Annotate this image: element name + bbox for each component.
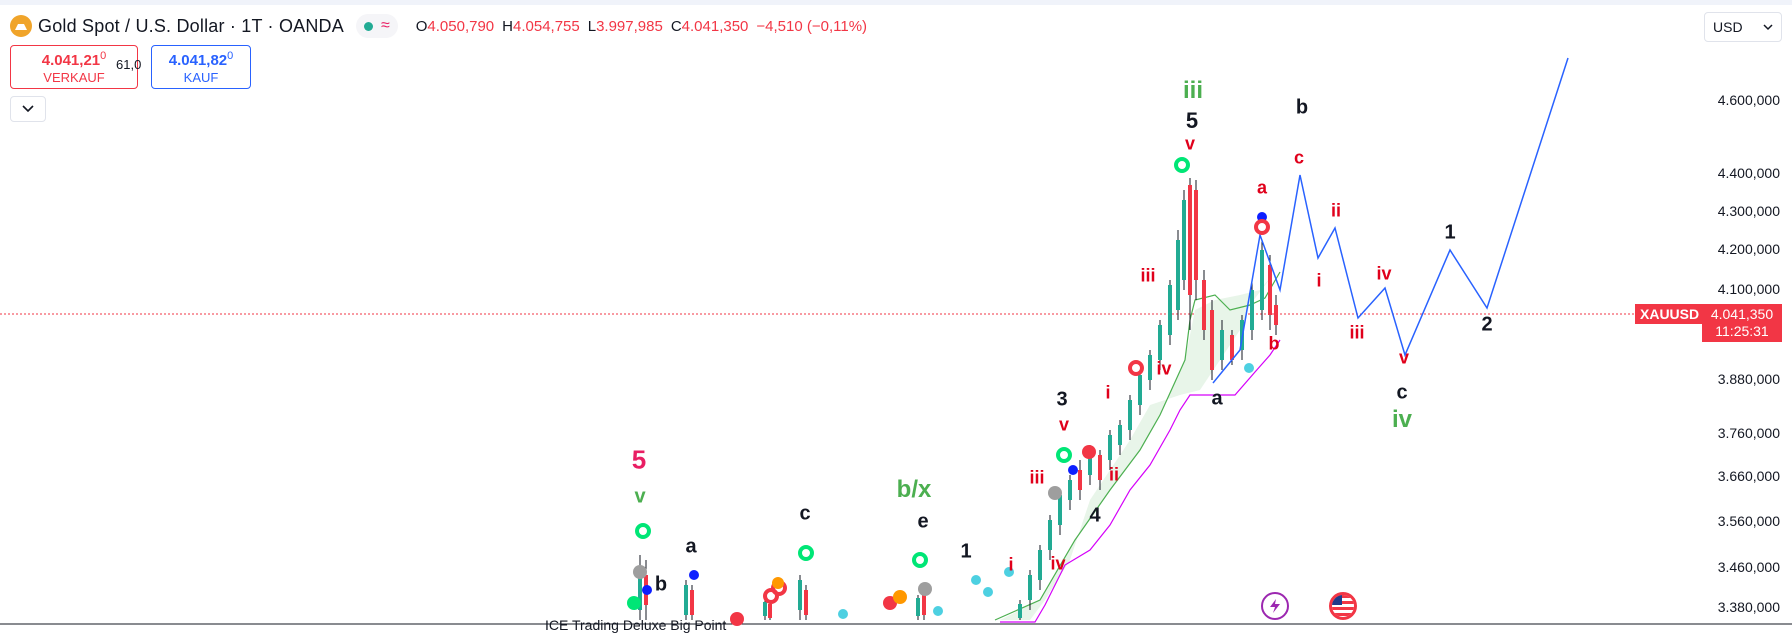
- buy-price-small: 0: [227, 50, 234, 62]
- buy-label: KAUF: [183, 70, 219, 85]
- wave-label: iii: [1029, 467, 1045, 488]
- collapse-legend-button[interactable]: [10, 96, 46, 122]
- cloud-lower-line: [1000, 339, 1281, 623]
- price-axis-label: 3.880,000: [1717, 371, 1780, 387]
- indicator-name[interactable]: ICE Trading Deluxe Big Point: [545, 617, 727, 633]
- wave-label: iv: [1050, 553, 1066, 574]
- wave-label: c: [799, 502, 811, 525]
- ohlc-open-value: 4.050,790: [427, 17, 495, 35]
- wave-label: iv: [1391, 406, 1413, 433]
- gold-symbol-icon: [10, 15, 32, 37]
- candle-group-a: [638, 555, 926, 620]
- wave-label: iii: [1182, 77, 1204, 104]
- price-axis-label: 3.760,000: [1717, 425, 1780, 441]
- chevron-down-icon: [1763, 23, 1773, 30]
- wave-label: v: [1058, 414, 1070, 435]
- wave-label: b: [1268, 333, 1280, 354]
- lightning-icon[interactable]: [1261, 592, 1289, 620]
- price-axis-label: 3.380,000: [1717, 599, 1780, 615]
- current-price-badge: 4.041,350 11:25:31: [1702, 304, 1782, 342]
- currency-select[interactable]: USD: [1704, 12, 1782, 42]
- wave-label: e: [917, 510, 929, 533]
- price-axis-label: 4.200,000: [1717, 241, 1780, 257]
- price-axis-label: 4.600,000: [1717, 92, 1780, 108]
- market-open-icon: [363, 21, 373, 31]
- wave-label: a: [1211, 387, 1223, 410]
- ohlc-open-key: O: [415, 17, 428, 35]
- wave-label: b: [1295, 96, 1309, 119]
- ohlc-close-value: 4.041,350: [681, 17, 749, 35]
- ohlc-values: O4.050,790 H4.054,755 L3.997,985 C4.041,…: [416, 18, 867, 35]
- wave-label: v: [634, 485, 646, 508]
- wave-label: ii: [1108, 464, 1120, 485]
- price-axis-label: 3.560,000: [1717, 513, 1780, 529]
- wave-label: 3: [1056, 388, 1068, 411]
- symbol-title[interactable]: Gold Spot / U.S. Dollar · 1T · OANDA: [38, 15, 344, 36]
- price-axis-label: 4.300,000: [1717, 203, 1780, 219]
- sell-price: 4.041,21: [41, 52, 101, 69]
- sell-button[interactable]: 4.041,210 VERKAUF: [10, 45, 138, 89]
- wave-label: a: [685, 535, 697, 558]
- price-axis-label: 4.400,000: [1717, 165, 1780, 181]
- wave-label: v: [1184, 133, 1196, 154]
- wave-label: 2: [1481, 313, 1493, 336]
- wave-label: iv: [1376, 263, 1392, 284]
- ohlc-high-value: 4.054,755: [513, 17, 580, 35]
- wave-label: b: [654, 573, 668, 596]
- price-axis-label: 3.460,000: [1717, 559, 1780, 575]
- sell-label: VERKAUF: [43, 70, 105, 85]
- ohlc-low-key: L: [587, 17, 597, 35]
- wave-label: iii: [1349, 322, 1365, 343]
- buy-button[interactable]: 4.041,820 KAUF: [151, 45, 251, 89]
- wave-label: 5: [1185, 108, 1199, 133]
- status-pill[interactable]: ≈: [355, 14, 398, 38]
- current-price: 4.041,350: [1710, 306, 1774, 322]
- wave-label: b/x: [896, 476, 932, 503]
- wave-label: i: [1316, 270, 1322, 291]
- wave-projection-line: [1212, 57, 1569, 384]
- bar-countdown: 11:25:31: [1715, 323, 1769, 339]
- wave-label: 5: [631, 444, 647, 475]
- wave-label: iii: [1140, 265, 1156, 286]
- wave-label: i: [1105, 382, 1111, 403]
- wave-label: iv: [1156, 358, 1172, 379]
- wave-label: a: [1256, 177, 1268, 198]
- cloud-fill: [1000, 272, 1275, 620]
- spread-value: 61,0: [116, 57, 142, 72]
- wave-label: 1: [1444, 221, 1456, 244]
- buy-price: 4.041,82: [168, 52, 228, 69]
- wave-label: ii: [1330, 200, 1342, 221]
- chevron-down-icon: [22, 105, 34, 113]
- current-symbol-badge: XAUUSD: [1635, 304, 1705, 324]
- wave-label: c: [1293, 147, 1305, 168]
- ohlc-close-key: C: [670, 17, 682, 35]
- candle-group-b: [1018, 178, 1278, 620]
- cloud-upper-line: [994, 271, 1281, 621]
- price-axis-label: 4.100,000: [1717, 281, 1780, 297]
- us-flag-icon[interactable]: [1329, 592, 1357, 620]
- wave-label: c: [1396, 381, 1408, 404]
- ohlc-low-value: 3.997,985: [596, 17, 663, 35]
- wave-label: i: [1008, 554, 1014, 575]
- sell-price-small: 0: [100, 50, 107, 62]
- ohlc-change: −4,510 (−0,11%): [756, 17, 868, 35]
- wave-label: 1: [960, 540, 972, 563]
- ohlc-high-key: H: [502, 17, 513, 35]
- top-toolbar-edge: [0, 0, 1792, 5]
- symbol-header: Gold Spot / U.S. Dollar · 1T · OANDA ≈ O…: [10, 13, 867, 39]
- wave-label: v: [1398, 347, 1410, 368]
- wave-label: 4: [1089, 504, 1101, 527]
- candles: [638, 178, 1278, 620]
- signal-dots: [627, 157, 1270, 626]
- price-axis-label: 3.660,000: [1717, 468, 1780, 484]
- wave-icon: ≈: [380, 17, 390, 34]
- currency-value: USD: [1713, 19, 1743, 35]
